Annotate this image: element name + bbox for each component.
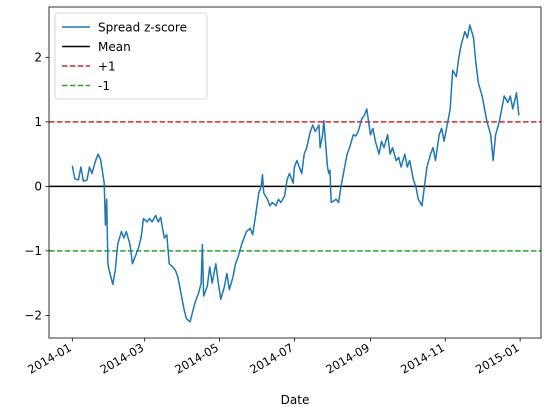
plot-frame xyxy=(48,6,542,339)
legend-label: Mean xyxy=(98,40,131,54)
legend-label: +1 xyxy=(98,59,116,73)
legend-label: Spread z-score xyxy=(98,20,187,34)
y-tick-label: −1 xyxy=(24,244,42,258)
x-tick-label: 2014-09 xyxy=(323,340,372,376)
x-tick-label: 2014-07 xyxy=(247,340,296,376)
x-tick-label: 2015-01 xyxy=(473,340,522,376)
y-axis-ticks: −2 −1 0 1 2 xyxy=(24,51,49,323)
x-tick-label: 2014-11 xyxy=(398,340,447,376)
y-tick-label: 0 xyxy=(34,180,42,194)
x-tick-label: 2014-01 xyxy=(25,340,74,376)
legend-label: -1 xyxy=(98,79,110,93)
x-axis-ticks: 2014-01 2014-03 2014-05 2014-07 2014-09 2014-… xyxy=(25,338,522,377)
x-axis-label: Date xyxy=(281,393,310,407)
legend-box xyxy=(54,12,208,100)
x-tick-label: 2014-03 xyxy=(98,340,147,376)
y-tick-label: 1 xyxy=(34,115,42,129)
legend: Spread z-score Mean +1 -1 xyxy=(54,12,208,100)
y-tick-label: 2 xyxy=(34,51,42,65)
x-tick-label: 2014-05 xyxy=(172,340,221,376)
plot-lines xyxy=(49,24,541,323)
series-line-spread-zscore xyxy=(71,24,520,323)
y-tick-label: −2 xyxy=(24,309,42,323)
